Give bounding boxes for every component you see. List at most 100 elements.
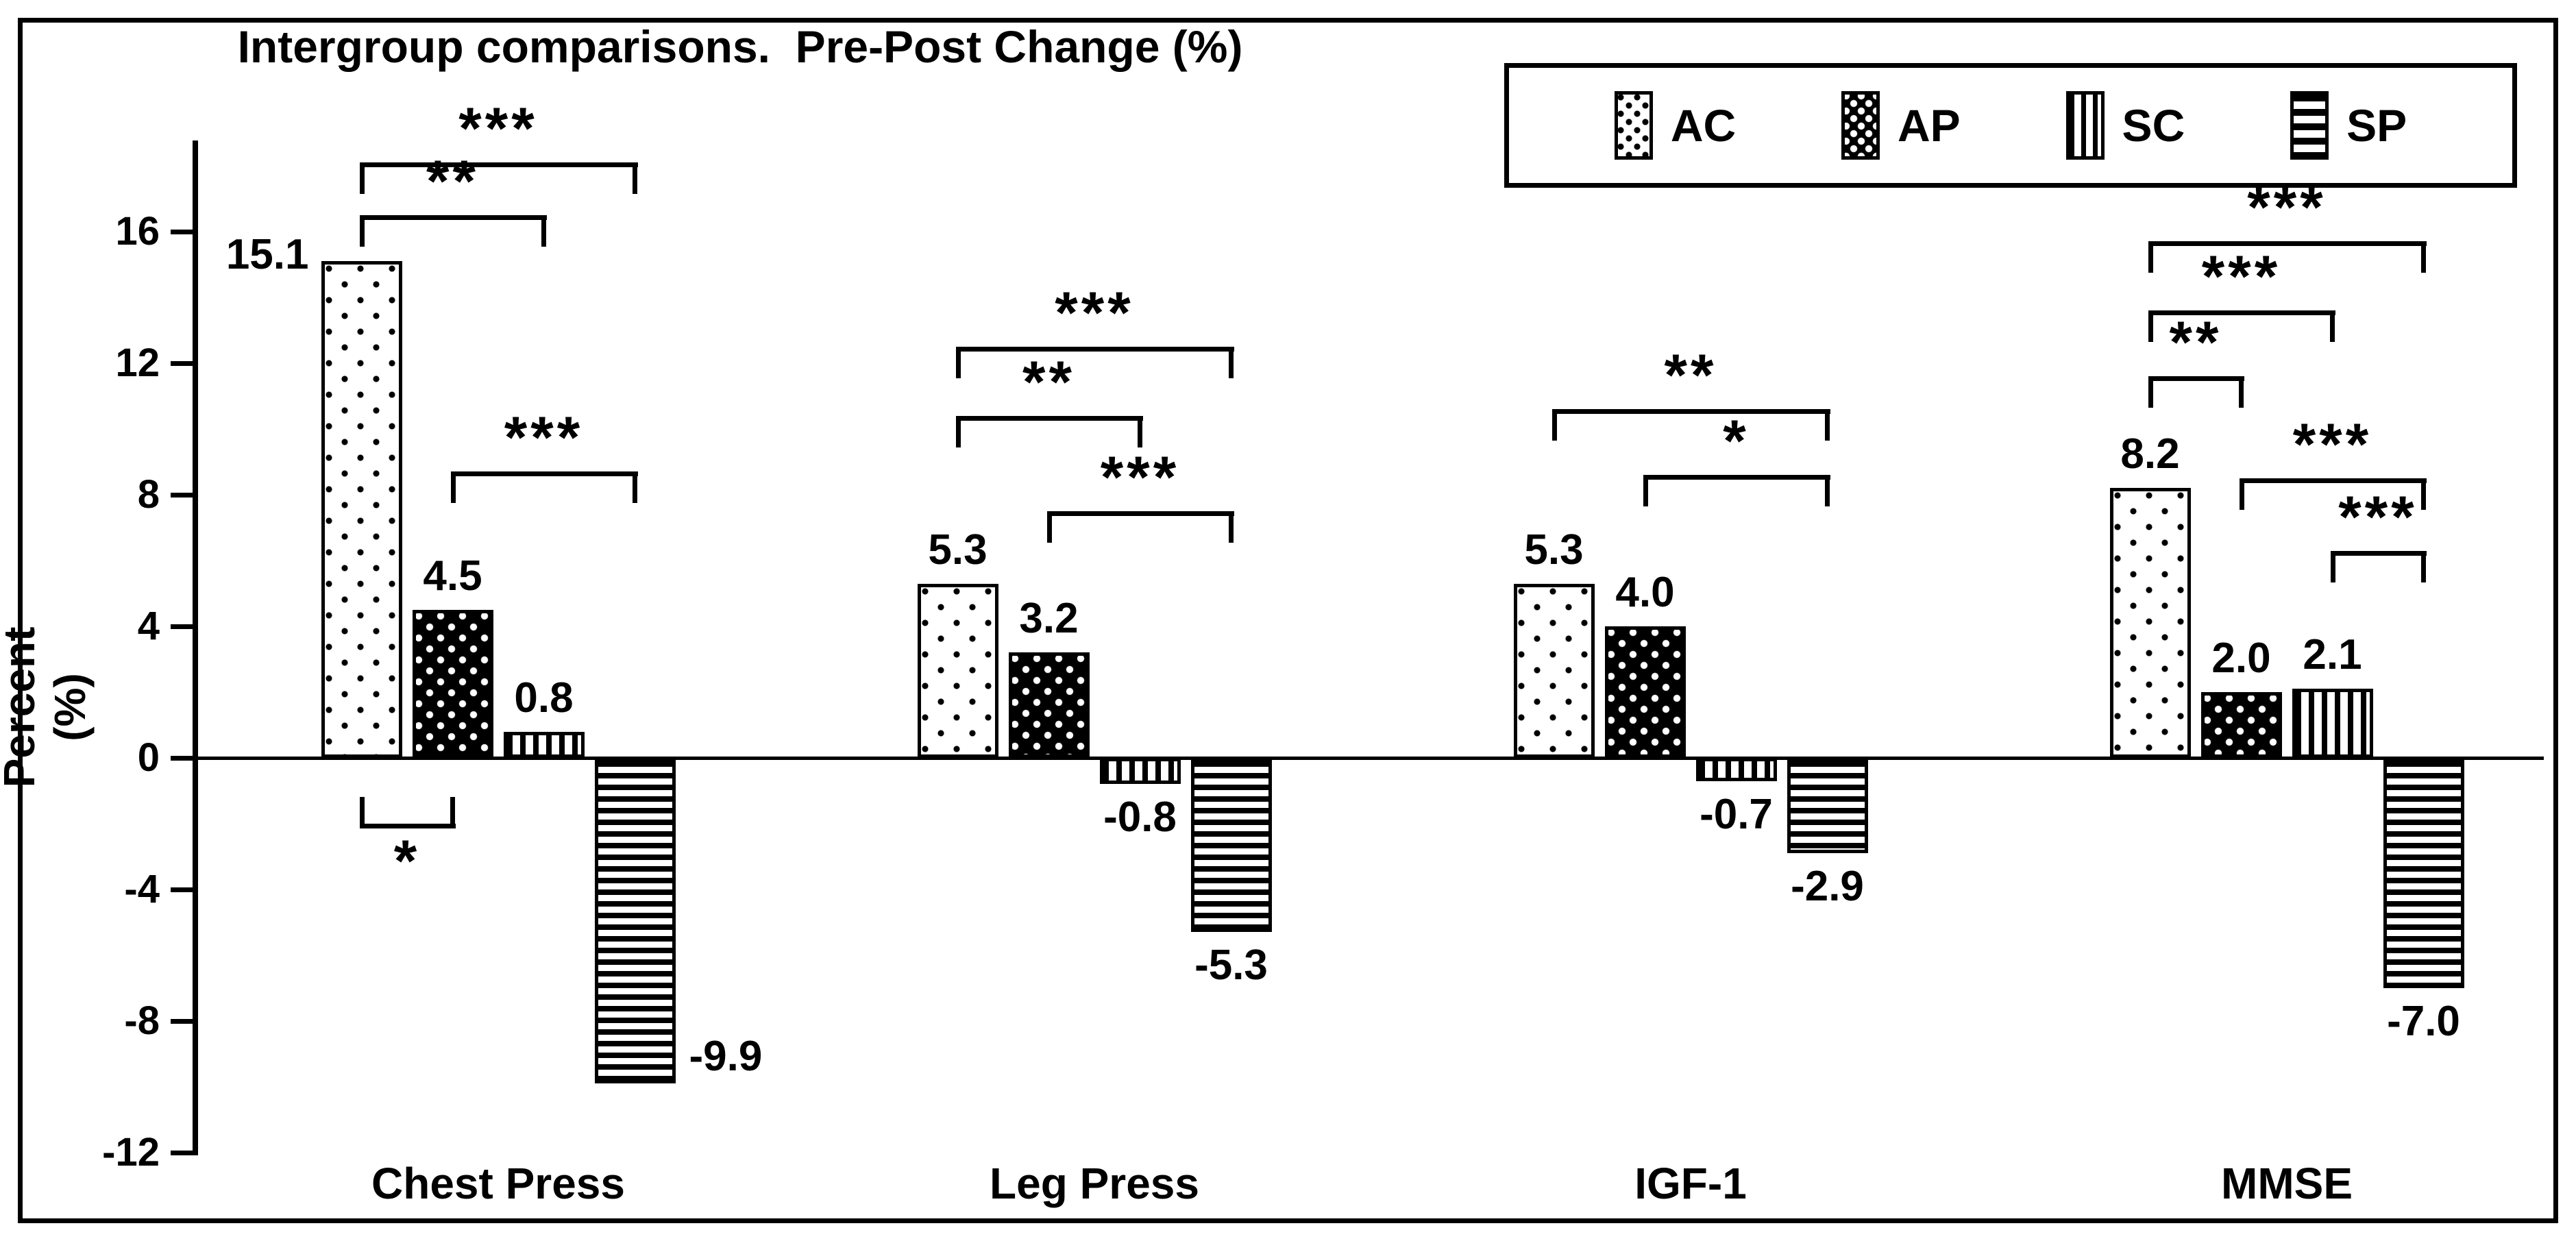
category-label-chest-press: Chest Press — [371, 1159, 625, 1208]
bar-leg-press-sc — [1099, 758, 1181, 785]
sig-bracket-igf-1-ac-sp-line — [1551, 409, 1830, 415]
sig-bracket-mmse-ac-sc-end — [2329, 310, 2335, 343]
sig-label: *** — [1055, 280, 1134, 346]
sig-bracket-leg-press-ac-sp-end — [955, 347, 961, 378]
sig-label: *** — [1100, 445, 1180, 511]
sig-bracket-mmse-ac-sp-line — [2148, 241, 2427, 247]
bar-leg-press-ap — [1008, 652, 1090, 758]
sig-bracket-igf-1-ac-sp-end — [1824, 409, 1830, 441]
sig-bracket-igf-1-ap-sp-line — [1643, 475, 1830, 480]
legend-label: AC — [1670, 100, 1737, 151]
bar-mmse-sp — [2383, 758, 2464, 988]
sig-bracket-mmse-ac-ap-end — [2148, 376, 2153, 408]
bar-value-label: 4.0 — [1615, 569, 1675, 616]
bar-mmse-sc — [2292, 689, 2373, 758]
bar-value-label: -5.3 — [1194, 942, 1268, 990]
bar-chest-press-ap — [412, 610, 493, 758]
bar-igf-1-ac — [1513, 583, 1595, 758]
bar-chest-press-ac — [321, 261, 402, 758]
bar-value-label: 0.8 — [514, 674, 574, 722]
sig-label: *** — [2292, 412, 2372, 478]
sig-label: *** — [2338, 484, 2418, 550]
sig-label: *** — [458, 96, 538, 162]
sig-label: ** — [1664, 343, 1717, 409]
sig-bracket-mmse-ac-sc-line — [2148, 310, 2335, 316]
y-tick-label: 12 — [115, 341, 160, 385]
legend-item-ac: AC — [1614, 91, 1737, 160]
y-tick-label: 16 — [115, 209, 160, 254]
y-tick-label: 8 — [137, 472, 160, 517]
bar-value-label: -2.9 — [1791, 863, 1864, 911]
sig-bracket-chest-press-ap-sp-end — [632, 471, 637, 504]
bar-mmse-ac — [2109, 488, 2191, 758]
y-tick-label: 0 — [137, 735, 160, 780]
y-tick-label: -8 — [124, 998, 160, 1043]
dots-on-black-swatch-icon — [1841, 91, 1880, 160]
sig-label: * — [1723, 408, 1750, 475]
bar-value-label: 8.2 — [2120, 430, 2180, 478]
sig-label: *** — [2247, 175, 2327, 241]
sig-bracket-igf-1-ap-sp-end — [1824, 475, 1830, 507]
sig-bracket-mmse-ac-sp-end — [2420, 241, 2426, 273]
bar-value-label: 15.1 — [225, 231, 309, 279]
category-label-igf-1: IGF-1 — [1634, 1159, 1747, 1208]
legend-label: SP — [2346, 100, 2407, 151]
bar-value-label: -0.8 — [1103, 794, 1177, 841]
sig-bracket-leg-press-ap-sp-end — [1046, 511, 1052, 543]
sig-bracket-mmse-sc-sp-end — [2330, 550, 2335, 582]
bar-value-label: -0.7 — [1700, 790, 1773, 838]
y-axis-tick — [171, 361, 193, 366]
sig-bracket-igf-1-ap-sp-end — [1643, 475, 1648, 507]
bar-leg-press-sp — [1190, 758, 1272, 933]
bar-mmse-ap — [2200, 692, 2282, 758]
sig-bracket-mmse-ap-sp-end — [2420, 478, 2426, 510]
sig-bracket-leg-press-ap-sp-line — [1046, 511, 1234, 516]
sig-label: ** — [1022, 349, 1075, 415]
zero-baseline — [195, 757, 2544, 760]
sig-bracket-chest-press-ap-sp-line — [450, 471, 638, 477]
sig-bracket-mmse-ac-ap-line — [2148, 376, 2244, 382]
y-axis-tick — [171, 887, 193, 892]
sig-bracket-mmse-ap-sp-end — [2239, 478, 2244, 510]
bar-value-label: 3.2 — [1019, 595, 1079, 643]
y-axis-tick — [171, 230, 193, 234]
legend-item-sc: SC — [2065, 91, 2185, 160]
horizontal-stripes-swatch-icon — [2290, 91, 2329, 160]
category-label-leg-press: Leg Press — [990, 1159, 1199, 1208]
y-axis-tick — [171, 756, 193, 761]
chart-title: Intergroup comparisons. Pre-Post Change … — [237, 21, 1243, 72]
sig-bracket-chest-press-ac-sc-end — [541, 215, 546, 247]
sig-label: ** — [2169, 310, 2222, 376]
sig-bracket-leg-press-ac-sp-end — [1228, 347, 1234, 378]
sig-bracket-mmse-sc-sp-line — [2330, 550, 2427, 556]
sig-bracket-mmse-ac-ap-end — [2238, 376, 2244, 408]
bar-value-label: 5.3 — [1524, 526, 1584, 574]
legend-label: SC — [2122, 100, 2185, 151]
bar-value-label: 4.5 — [423, 552, 482, 600]
bar-value-label: 5.3 — [928, 526, 988, 574]
y-axis-tick — [171, 624, 193, 629]
dots-sparse-swatch-icon — [1614, 91, 1653, 160]
sig-bracket-leg-press-ap-sp-end — [1228, 511, 1234, 543]
sig-bracket-leg-press-ac-sp-line — [955, 347, 1234, 352]
legend-box: AC AP SC SP — [1504, 63, 2517, 188]
sig-label: ** — [426, 149, 479, 214]
bar-igf-1-ap — [1604, 626, 1686, 758]
bar-leg-press-ac — [917, 583, 998, 758]
sig-label: *** — [2201, 244, 2281, 310]
category-label-mmse: MMSE — [2221, 1159, 2353, 1208]
sig-bracket-chest-press-ac-ap-end — [450, 797, 455, 828]
y-tick-label: -12 — [102, 1130, 160, 1175]
legend-label: AP — [1898, 100, 1961, 151]
bar-value-label: 2.0 — [2211, 635, 2271, 682]
sig-label: * — [393, 828, 421, 894]
sig-bracket-chest-press-ac-ap-line — [359, 824, 456, 828]
bar-chest-press-sp — [594, 758, 676, 1084]
y-axis-tick — [171, 1151, 193, 1155]
vertical-stripes-swatch-icon — [2065, 91, 2105, 160]
bar-igf-1-sc — [1695, 758, 1777, 781]
sig-bracket-chest-press-ac-sp-end — [359, 162, 365, 195]
sig-label: *** — [504, 405, 584, 471]
